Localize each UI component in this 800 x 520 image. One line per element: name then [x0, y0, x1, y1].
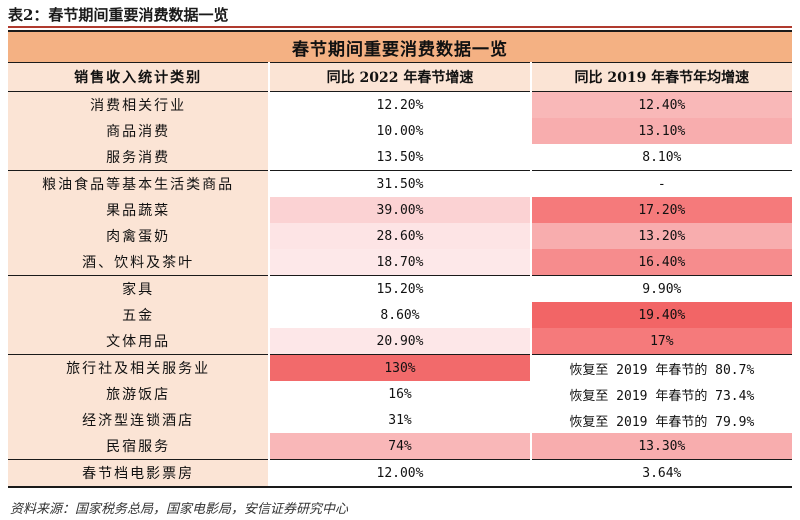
- row-growth-2022: 20.90%: [269, 328, 532, 355]
- table-row: 五金 8.60% 19.40%: [8, 302, 792, 328]
- row-category: 服务消费: [8, 144, 271, 171]
- row-growth-vs-2019: 12.40%: [530, 91, 792, 118]
- row-category: 民宿服务: [8, 433, 271, 460]
- row-category: 春节档电影票房: [8, 459, 271, 488]
- row-category: 肉禽蛋奶: [8, 223, 271, 249]
- row-growth-2022: 12.20%: [269, 91, 532, 118]
- header-vs-2019: 同比 2019 年春节年均增速: [530, 62, 792, 92]
- table-caption: 表2：春节期间重要消费数据一览: [8, 6, 229, 24]
- row-growth-vs-2019: 19.40%: [530, 302, 792, 328]
- row-category: 旅游饭店: [8, 381, 271, 407]
- row-growth-vs-2019: 恢复至 2019 年春节的 80.7%: [530, 354, 792, 381]
- table-row: 商品消费 10.00% 13.10%: [8, 118, 792, 144]
- row-category: 消费相关行业: [8, 91, 271, 118]
- row-growth-2022: 10.00%: [269, 118, 532, 144]
- row-growth-vs-2019: 13.20%: [530, 223, 792, 249]
- row-growth-vs-2019: 3.64%: [530, 459, 792, 488]
- row-growth-vs-2019: 9.90%: [530, 275, 792, 302]
- row-growth-2022: 8.60%: [269, 302, 532, 328]
- row-growth-2022: 130%: [269, 354, 532, 381]
- row-category: 家具: [8, 275, 271, 302]
- table-row: 粮油食品等基本生活类商品 31.50% -: [8, 170, 792, 197]
- header-category: 销售收入统计类别: [8, 62, 271, 92]
- source-note: 资料来源：国家税务总局，国家电影局，安信证券研究中心: [10, 502, 349, 517]
- table-row: 服务消费 13.50% 8.10%: [8, 144, 792, 171]
- row-growth-2022: 39.00%: [269, 197, 532, 223]
- table-row: 民宿服务 74% 13.30%: [8, 433, 792, 460]
- row-growth-vs-2019: 13.10%: [530, 118, 792, 144]
- row-category: 酒、饮料及茶叶: [8, 249, 271, 276]
- table-row: 春节档电影票房 12.00% 3.64%: [8, 459, 792, 488]
- table-title: 春节期间重要消费数据一览: [8, 30, 792, 63]
- table-row: 文体用品 20.90% 17%: [8, 328, 792, 355]
- consumption-table: 春节期间重要消费数据一览 销售收入统计类别 同比 2022 年春节增速 同比 2…: [8, 30, 792, 488]
- row-growth-2022: 74%: [269, 433, 532, 460]
- table-row: 家具 15.20% 9.90%: [8, 275, 792, 302]
- row-category: 五金: [8, 302, 271, 328]
- table-row: 酒、饮料及茶叶 18.70% 16.40%: [8, 249, 792, 276]
- header-yoy-2022: 同比 2022 年春节增速: [269, 62, 532, 92]
- row-category: 商品消费: [8, 118, 271, 144]
- row-growth-vs-2019: 17%: [530, 328, 792, 355]
- row-growth-vs-2019: 恢复至 2019 年春节的 73.4%: [530, 381, 792, 407]
- row-category: 文体用品: [8, 328, 271, 355]
- row-growth-vs-2019: 13.30%: [530, 433, 792, 460]
- row-growth-vs-2019: 8.10%: [530, 144, 792, 171]
- row-growth-2022: 15.20%: [269, 275, 532, 302]
- row-category: 旅行社及相关服务业: [8, 354, 271, 381]
- table-row: 旅行社及相关服务业 130% 恢复至 2019 年春节的 80.7%: [8, 354, 792, 381]
- table-header-row: 销售收入统计类别 同比 2022 年春节增速 同比 2019 年春节年均增速: [8, 62, 792, 92]
- table-row: 旅游饭店 16% 恢复至 2019 年春节的 73.4%: [8, 381, 792, 407]
- row-growth-2022: 12.00%: [269, 459, 532, 488]
- row-growth-2022: 31%: [269, 407, 532, 433]
- row-growth-2022: 16%: [269, 381, 532, 407]
- table-row: 肉禽蛋奶 28.60% 13.20%: [8, 223, 792, 249]
- row-growth-vs-2019: -: [530, 170, 792, 197]
- row-growth-2022: 13.50%: [269, 144, 532, 171]
- row-growth-2022: 31.50%: [269, 170, 532, 197]
- row-growth-2022: 18.70%: [269, 249, 532, 276]
- row-category: 经济型连锁酒店: [8, 407, 271, 433]
- table-row: 消费相关行业 12.20% 12.40%: [8, 91, 792, 118]
- table-row: 果品蔬菜 39.00% 17.20%: [8, 197, 792, 223]
- table-row: 经济型连锁酒店 31% 恢复至 2019 年春节的 79.9%: [8, 407, 792, 433]
- row-category: 果品蔬菜: [8, 197, 271, 223]
- row-category: 粮油食品等基本生活类商品: [8, 170, 271, 197]
- row-growth-vs-2019: 恢复至 2019 年春节的 79.9%: [530, 407, 792, 433]
- row-growth-vs-2019: 17.20%: [530, 197, 792, 223]
- row-growth-2022: 28.60%: [269, 223, 532, 249]
- table-title-row: 春节期间重要消费数据一览: [8, 30, 792, 63]
- caption-rule: [8, 26, 792, 28]
- row-growth-vs-2019: 16.40%: [530, 249, 792, 276]
